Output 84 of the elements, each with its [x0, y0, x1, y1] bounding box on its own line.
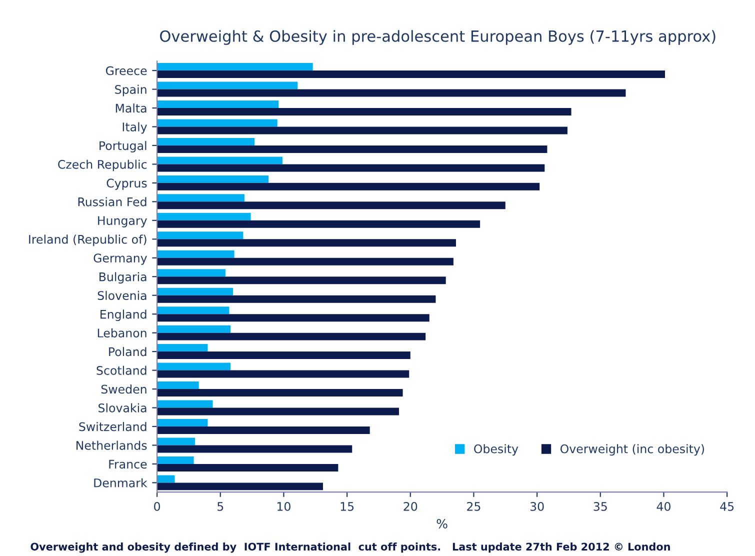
text: Overweight and obesity defined by IOTF International cut off points. Last update 27th Feb 2012 © London [30, 542, 670, 553]
x-axis-title: % [436, 518, 448, 528]
bar [157, 370, 410, 378]
bar [157, 438, 196, 446]
x-tick-label: 30 [530, 502, 544, 511]
bar [157, 325, 231, 333]
bar [157, 295, 436, 303]
bar [157, 175, 269, 183]
y-tick-label: Portugal [100, 140, 146, 152]
bar [157, 220, 480, 228]
bar [157, 108, 572, 116]
y-tick-label: Germany [94, 254, 147, 265]
bar [157, 276, 446, 284]
y-tick-label: France [109, 460, 147, 469]
bar [157, 63, 313, 71]
bar [157, 164, 545, 172]
x-tick-label: 40 [656, 502, 670, 511]
bar [157, 382, 199, 390]
bar [157, 352, 410, 360]
y-tick-label: Switzerland [79, 422, 146, 432]
bar [157, 306, 230, 314]
bar [157, 119, 278, 127]
bar [157, 408, 399, 416]
chart-title: Overweight & Obesity in pre-adolescent European Boys (7-11yrs approx) [160, 30, 716, 45]
bar [157, 269, 226, 277]
bar [157, 389, 403, 397]
bar [157, 138, 255, 146]
y-tick-label: Malta [116, 104, 146, 113]
bar [157, 232, 244, 240]
x-tick-label: 0 [154, 502, 160, 511]
bar [157, 456, 194, 464]
y-tick-label: Greece [106, 66, 147, 76]
y-tick-label: Russian Fed [78, 197, 146, 206]
bar [157, 464, 338, 472]
bar [157, 258, 454, 266]
y-tick-label: Sweden [101, 384, 146, 394]
y-tick-label: Spain [115, 84, 146, 96]
bar [157, 89, 626, 97]
x-tick-label: 35 [594, 502, 607, 511]
y-tick-label: England [100, 310, 146, 322]
bar [157, 70, 665, 78]
bar [157, 82, 298, 90]
y-tick-label: Scotland [96, 366, 146, 375]
x-tick-label: 45 [720, 502, 734, 511]
bar [157, 482, 323, 490]
bar [157, 332, 426, 340]
y-tick-label: Slovakia [98, 403, 146, 412]
y-tick-label: Ireland (Republic of) [29, 234, 146, 246]
bar [157, 126, 568, 134]
bar [157, 212, 251, 220]
bar [157, 239, 456, 247]
bar [157, 182, 540, 190]
bar [157, 426, 370, 434]
bar [157, 344, 208, 352]
y-tick-label: Lebanon [98, 328, 146, 338]
y-tick-label: Cyprus [106, 178, 147, 190]
legend-label: Obesity [474, 444, 518, 456]
bar [157, 475, 175, 483]
y-tick-label: Netherlands [76, 440, 147, 450]
bar [157, 400, 213, 408]
bar [157, 362, 231, 370]
bar [157, 418, 208, 426]
x-tick-label: 10 [278, 502, 290, 511]
bar [157, 314, 430, 322]
x-tick-label: 20 [404, 502, 418, 511]
y-tick-label: Italy [122, 122, 147, 134]
x-tick-label: 25 [467, 502, 480, 511]
bar [157, 100, 279, 108]
bar [157, 156, 282, 164]
x-tick-label: 15 [340, 502, 354, 511]
bar [157, 288, 234, 296]
y-tick-label: Bulgaria [100, 272, 146, 284]
bar [157, 145, 548, 153]
y-tick-label: Hungary [98, 216, 147, 228]
bar [157, 202, 506, 210]
bar [157, 250, 234, 258]
x-tick-label: 5 [218, 502, 224, 511]
bar [157, 194, 244, 202]
y-tick-label: Slovenia [98, 290, 146, 300]
y-tick-label: Denmark [94, 478, 148, 488]
y-tick-label: Czech Republic [58, 160, 147, 172]
legend-label: Overweight (inc obesity) [560, 444, 704, 456]
bar [157, 445, 352, 453]
y-tick-label: Poland [109, 347, 146, 356]
